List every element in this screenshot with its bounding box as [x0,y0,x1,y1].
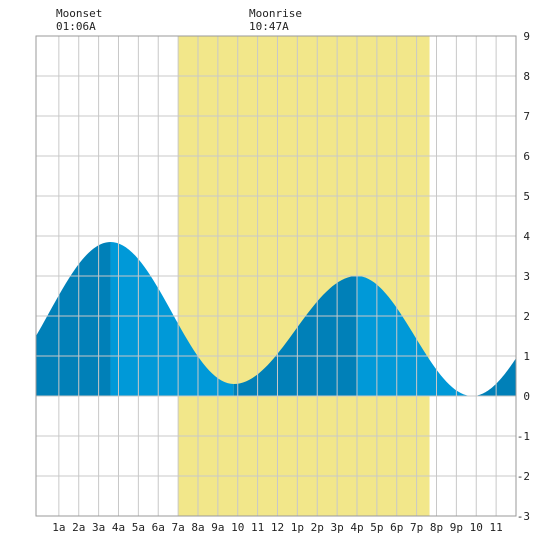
y-tick-label: 6 [523,150,530,163]
moonset-label: Moonset [56,7,103,20]
y-tick-label: -2 [517,470,530,483]
x-tick-label: 9a [211,521,224,534]
y-tick-label: 0 [523,390,530,403]
x-tick-label: 5a [132,521,145,534]
y-tick-label: 9 [523,30,530,43]
moonrise-time: 10:47A [249,20,289,33]
y-tick-label: 7 [523,110,530,123]
falling-tide-area [356,276,473,396]
x-tick-label: 6p [390,521,403,534]
x-tick-label: 8p [430,521,443,534]
x-tick-label: 5p [370,521,383,534]
x-tick-label: 7p [410,521,423,534]
x-tick-label: 2a [72,521,85,534]
y-tick-label: -1 [517,430,530,443]
x-tick-label: 9p [450,521,463,534]
x-tick-label: 11 [489,521,502,534]
x-tick-label: 12 [271,521,284,534]
x-tick-label: 4a [112,521,125,534]
falling-tide-area [110,242,234,396]
x-tick-label: 10 [470,521,483,534]
x-tick-label: 11 [251,521,264,534]
x-tick-label: 2p [311,521,324,534]
y-tick-label: 1 [523,350,530,363]
x-tick-label: 1a [52,521,65,534]
rising-tide-area [36,242,111,396]
y-tick-label: 2 [523,310,530,323]
y-tick-label: 8 [523,70,530,83]
x-tick-label: 3a [92,521,105,534]
tide-areas [36,242,516,396]
y-tick-label: 4 [523,230,530,243]
plot-border [35,35,517,517]
x-tick-label: 10 [231,521,244,534]
x-tick-label: 7a [171,521,184,534]
moonset-time: 01:06A [56,20,96,33]
rising-tide-area [472,358,516,396]
moonrise-label: Moonrise [249,7,302,20]
x-tick-labels: 1a 2a 3a 4a 5a 6a 7a 8a 9a 10 11 12 1p 2p 3p 4p 5p 6p 7p 8p… [52,521,503,534]
grid-lines [35,35,517,517]
y-tick-label: 5 [523,190,530,203]
y-tick-labels: -3 -2 -1 0 1 2 3 4 5 6 7 8 9 [517,30,531,523]
y-tick-label: 3 [523,270,530,283]
rising-tide-area [233,276,357,396]
x-tick-label: 8a [191,521,204,534]
x-tick-label: 3p [330,521,343,534]
x-tick-label: 1p [291,521,304,534]
x-tick-label: 4p [350,521,363,534]
x-tick-label: 6a [152,521,165,534]
y-tick-label: -3 [517,510,530,523]
